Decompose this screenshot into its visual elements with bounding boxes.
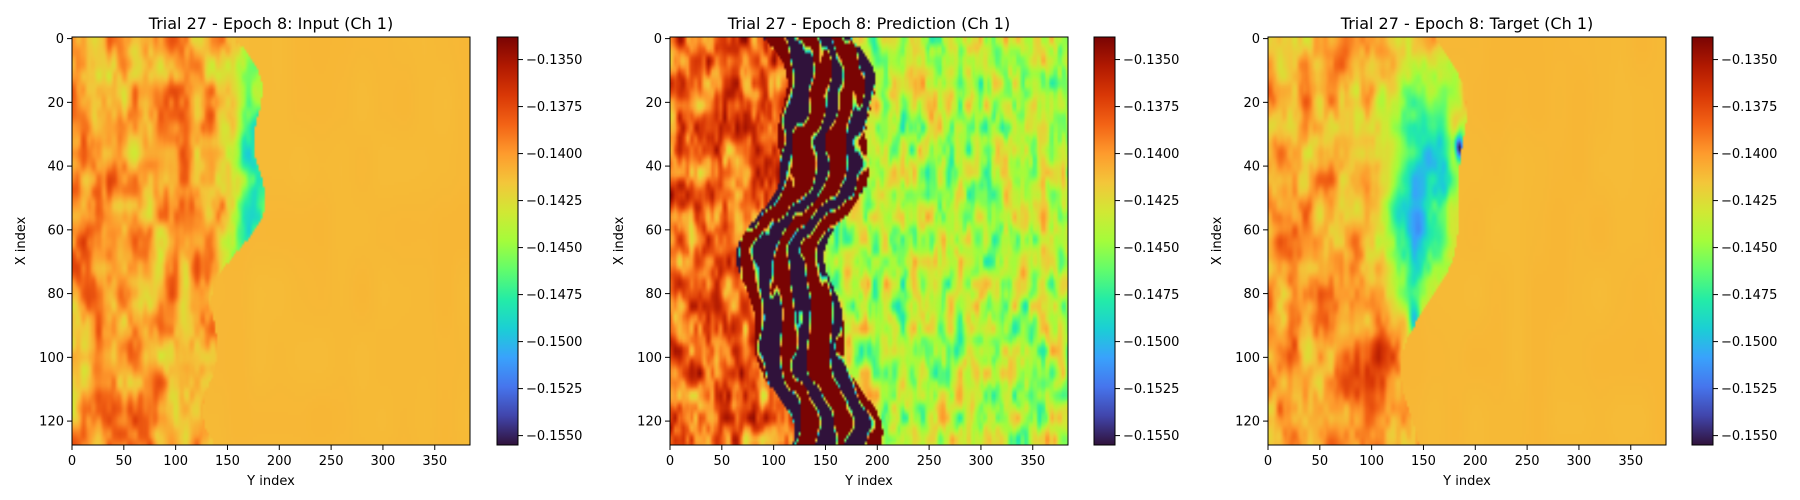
heatmap-panel-2 bbox=[665, 36, 1069, 450]
colorbar-tick-label: −0.1525 bbox=[1123, 382, 1179, 397]
y-tick-label: 60 bbox=[645, 223, 662, 238]
y-tick-label: 20 bbox=[1243, 96, 1260, 111]
colorbar-tick-label: −0.1375 bbox=[1721, 100, 1777, 115]
colorbar-gradient bbox=[1093, 36, 1116, 446]
x-tick-label: 250 bbox=[917, 454, 942, 469]
colorbar-tick-label: −0.1400 bbox=[526, 147, 582, 162]
heatmap-image bbox=[1268, 37, 1666, 445]
y-tick-label: 100 bbox=[637, 351, 662, 366]
y-tick-label: 100 bbox=[39, 351, 64, 366]
x-tick-label: 350 bbox=[1618, 454, 1643, 469]
colorbar-tick-label: −0.1500 bbox=[1123, 335, 1179, 350]
x-tick-label: 150 bbox=[1411, 454, 1436, 469]
x-tick-label: 0 bbox=[1264, 454, 1272, 469]
x-tick-label: 100 bbox=[1359, 454, 1384, 469]
y-tick-label: 40 bbox=[47, 160, 64, 175]
x-tick-label: 50 bbox=[714, 454, 731, 469]
y-tick-label: 120 bbox=[1235, 415, 1260, 430]
x-tick-label: 200 bbox=[267, 454, 292, 469]
colorbar-tick-label: −0.1450 bbox=[1721, 241, 1777, 256]
colorbar-tick-label: −0.1450 bbox=[526, 241, 582, 256]
x-tick-label: 0 bbox=[68, 454, 76, 469]
y-tick-label: 0 bbox=[1252, 32, 1260, 47]
x-tick-label: 300 bbox=[1567, 454, 1592, 469]
y-tick-label: 80 bbox=[1243, 287, 1260, 302]
x-tick-label: 100 bbox=[761, 454, 786, 469]
colorbar-tick-label: −0.1350 bbox=[526, 53, 582, 68]
colorbar bbox=[1691, 36, 1718, 446]
y-tick-label: 0 bbox=[56, 32, 64, 47]
colorbar bbox=[496, 36, 523, 446]
heatmap-image bbox=[72, 37, 470, 445]
y-tick-label: 100 bbox=[1235, 351, 1260, 366]
x-tick-label: 300 bbox=[371, 454, 396, 469]
colorbar-gradient bbox=[496, 36, 519, 446]
x-tick-label: 300 bbox=[969, 454, 994, 469]
y-axis-label: X index bbox=[14, 216, 29, 265]
colorbar-tick-label: −0.1500 bbox=[1721, 335, 1777, 350]
colorbar-tick-label: −0.1375 bbox=[1123, 100, 1179, 115]
chart-title: Trial 27 - Epoch 8: Target (Ch 1) bbox=[1340, 14, 1593, 33]
plot-frame bbox=[669, 36, 1069, 446]
colorbar-tick-label: −0.1550 bbox=[526, 429, 582, 444]
y-tick-label: 80 bbox=[645, 287, 662, 302]
colorbar-tick-label: −0.1350 bbox=[1123, 53, 1179, 68]
y-tick-label: 80 bbox=[47, 287, 64, 302]
y-tick-label: 20 bbox=[645, 96, 662, 111]
x-axis-label: Y index bbox=[844, 474, 893, 489]
colorbar-tick-label: −0.1400 bbox=[1721, 147, 1777, 162]
plot-frame bbox=[71, 36, 471, 446]
heatmap-panel-3 bbox=[1263, 36, 1667, 450]
colorbar-tick-label: −0.1525 bbox=[526, 382, 582, 397]
x-tick-label: 250 bbox=[319, 454, 344, 469]
colorbar-tick-label: −0.1375 bbox=[526, 100, 582, 115]
x-tick-label: 150 bbox=[813, 454, 838, 469]
colorbar-tick-label: −0.1400 bbox=[1123, 147, 1179, 162]
x-tick-label: 100 bbox=[163, 454, 188, 469]
y-axis-label: X index bbox=[1210, 216, 1225, 265]
heatmap-panel-1 bbox=[67, 36, 471, 450]
colorbar-tick-label: −0.1475 bbox=[1721, 288, 1777, 303]
colorbar-tick-label: −0.1350 bbox=[1721, 53, 1777, 68]
y-tick-label: 120 bbox=[39, 415, 64, 430]
y-tick-label: 20 bbox=[47, 96, 64, 111]
y-tick-label: 60 bbox=[47, 223, 64, 238]
colorbar bbox=[1093, 36, 1120, 446]
x-axis-label: Y index bbox=[246, 474, 295, 489]
heatmap-image bbox=[670, 37, 1068, 445]
y-tick-label: 60 bbox=[1243, 223, 1260, 238]
x-axis-label: Y index bbox=[1442, 474, 1491, 489]
x-tick-label: 350 bbox=[1020, 454, 1045, 469]
colorbar-gradient bbox=[1691, 36, 1714, 446]
y-tick-label: 120 bbox=[637, 415, 662, 430]
colorbar-tick-label: −0.1425 bbox=[1123, 194, 1179, 209]
colorbar-tick-label: −0.1475 bbox=[1123, 288, 1179, 303]
x-tick-label: 250 bbox=[1515, 454, 1540, 469]
x-tick-label: 150 bbox=[215, 454, 240, 469]
x-tick-label: 0 bbox=[666, 454, 674, 469]
colorbar-tick-label: −0.1550 bbox=[1721, 429, 1777, 444]
colorbar-tick-label: −0.1525 bbox=[1721, 382, 1777, 397]
x-tick-label: 200 bbox=[1463, 454, 1488, 469]
plot-frame bbox=[1267, 36, 1667, 446]
x-tick-label: 50 bbox=[116, 454, 133, 469]
chart-title: Trial 27 - Epoch 8: Prediction (Ch 1) bbox=[727, 14, 1010, 33]
y-tick-label: 40 bbox=[645, 160, 662, 175]
colorbar-tick-label: −0.1475 bbox=[526, 288, 582, 303]
colorbar-tick-label: −0.1450 bbox=[1123, 241, 1179, 256]
chart-title: Trial 27 - Epoch 8: Input (Ch 1) bbox=[148, 14, 393, 33]
y-tick-label: 40 bbox=[1243, 160, 1260, 175]
y-tick-label: 0 bbox=[654, 32, 662, 47]
colorbar-tick-label: −0.1500 bbox=[526, 335, 582, 350]
x-tick-label: 200 bbox=[865, 454, 890, 469]
colorbar-tick-label: −0.1425 bbox=[1721, 194, 1777, 209]
x-tick-label: 50 bbox=[1312, 454, 1329, 469]
colorbar-tick-label: −0.1550 bbox=[1123, 429, 1179, 444]
y-axis-label: X index bbox=[612, 216, 627, 265]
x-tick-label: 350 bbox=[422, 454, 447, 469]
colorbar-tick-label: −0.1425 bbox=[526, 194, 582, 209]
